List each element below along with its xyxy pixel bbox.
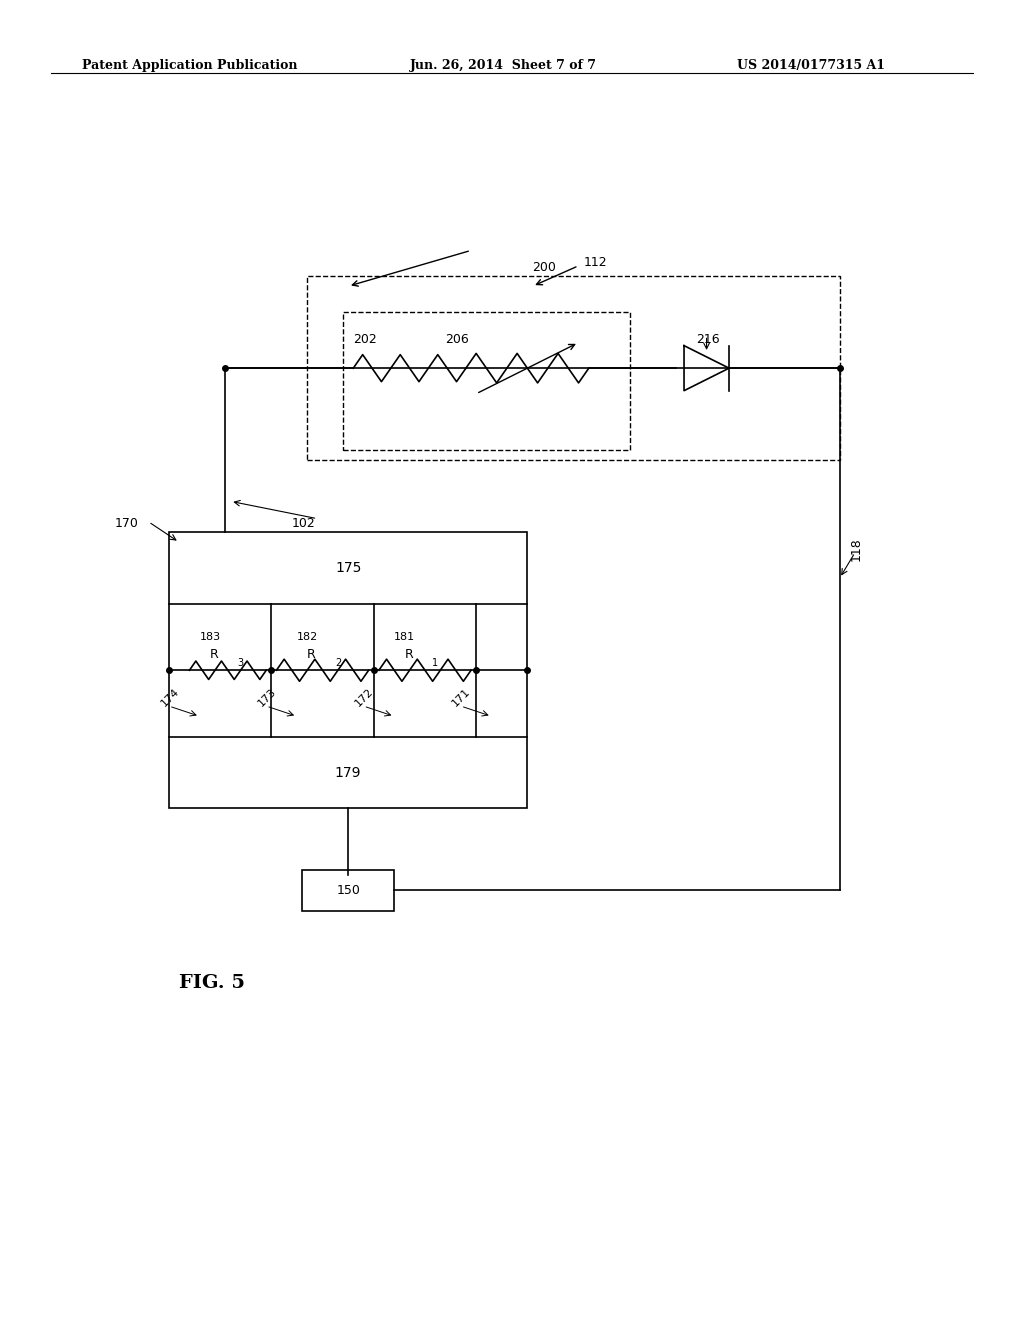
Text: FIG. 5: FIG. 5 (179, 974, 245, 991)
Text: 2: 2 (335, 659, 341, 668)
Bar (169, 532, 527, 603)
Bar (343, 312, 630, 450)
Text: 182: 182 (297, 631, 318, 642)
Text: 179: 179 (335, 766, 361, 780)
Text: 118: 118 (850, 537, 863, 561)
Text: 183: 183 (200, 631, 221, 642)
Text: 172: 172 (353, 686, 376, 708)
Text: Jun. 26, 2014  Sheet 7 of 7: Jun. 26, 2014 Sheet 7 of 7 (410, 59, 597, 73)
Text: R: R (307, 648, 316, 661)
Text: 173: 173 (256, 686, 278, 708)
Text: 216: 216 (696, 333, 720, 346)
Text: 112: 112 (584, 256, 607, 269)
Text: 171: 171 (451, 686, 472, 708)
Text: 102: 102 (292, 517, 315, 529)
Bar (169, 737, 527, 808)
Bar (307, 276, 840, 461)
Text: 1: 1 (432, 659, 438, 668)
Text: 181: 181 (394, 631, 416, 642)
Text: 170: 170 (115, 517, 138, 529)
Text: 206: 206 (445, 333, 469, 346)
Text: R: R (404, 648, 414, 661)
Text: Patent Application Publication: Patent Application Publication (82, 59, 297, 73)
Text: R: R (210, 648, 219, 661)
Text: US 2014/0177315 A1: US 2014/0177315 A1 (737, 59, 886, 73)
Text: 202: 202 (353, 333, 377, 346)
Text: 3: 3 (238, 659, 244, 668)
Text: 175: 175 (335, 561, 361, 574)
Text: 150: 150 (336, 884, 360, 896)
Text: 174: 174 (159, 686, 181, 708)
Text: 200: 200 (532, 261, 556, 273)
Bar (302, 870, 394, 911)
